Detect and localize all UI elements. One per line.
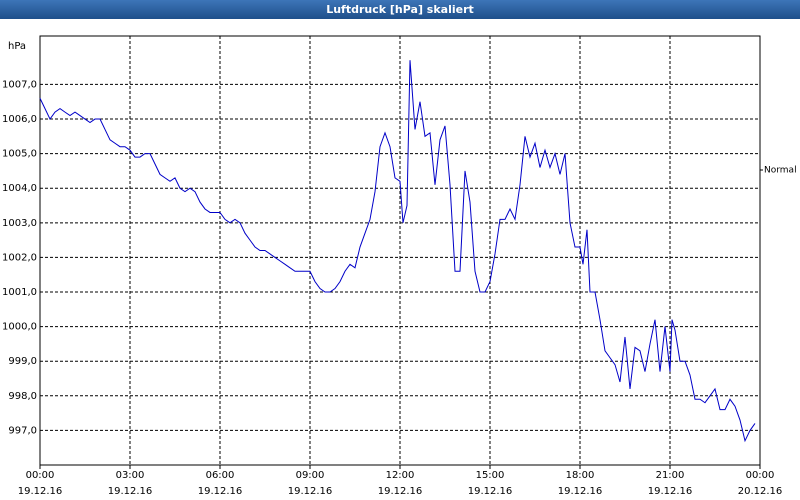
x-tick-label: 21:00 [656, 470, 685, 481]
x-tick-label: 09:00 [296, 470, 325, 481]
x-tick-label: 18:00 [566, 470, 595, 481]
y-tick-label: 999,0 [8, 356, 37, 367]
x-tick-label: 00:00 [746, 470, 775, 481]
y-tick-label: 1004,0 [2, 183, 37, 194]
y-tick-label: 997,0 [8, 425, 37, 436]
x-tick-date: 19.12.16 [18, 486, 63, 497]
x-tick-date: 19.12.16 [558, 486, 603, 497]
series-label: Normal [764, 166, 797, 176]
y-tick-label: 1006,0 [2, 114, 37, 125]
chart-title: Luftdruck [hPa] skaliert [326, 3, 474, 16]
y-tick-label: 1003,0 [2, 218, 37, 229]
x-tick-date: 19.12.16 [468, 486, 513, 497]
y-tick-label: 1002,0 [2, 252, 37, 263]
x-tick-date: 19.12.16 [378, 486, 423, 497]
x-tick-label: 12:00 [386, 470, 415, 481]
y-axis-label: hPa [8, 41, 26, 52]
y-tick-label: 1005,0 [2, 149, 37, 160]
x-tick-label: 03:00 [116, 470, 145, 481]
x-tick-label: 00:00 [26, 470, 55, 481]
data-line [39, 60, 756, 443]
plot-frame [39, 35, 761, 466]
x-tick-date: 20.12.16 [738, 486, 783, 497]
x-tick-date: 19.12.16 [648, 486, 693, 497]
y-tick-label: 998,0 [8, 391, 37, 402]
x-tick-date: 19.12.16 [108, 486, 153, 497]
y-tick-label: 1007,0 [2, 79, 37, 90]
x-tick-label: 06:00 [206, 470, 235, 481]
y-tick-label: 1000,0 [2, 322, 37, 333]
title-bar [0, 0, 800, 19]
x-tick-date: 19.12.16 [288, 486, 333, 497]
x-tick-date: 19.12.16 [198, 486, 243, 497]
x-tick-label: 15:00 [476, 470, 505, 481]
y-tick-label: 1001,0 [2, 287, 37, 298]
